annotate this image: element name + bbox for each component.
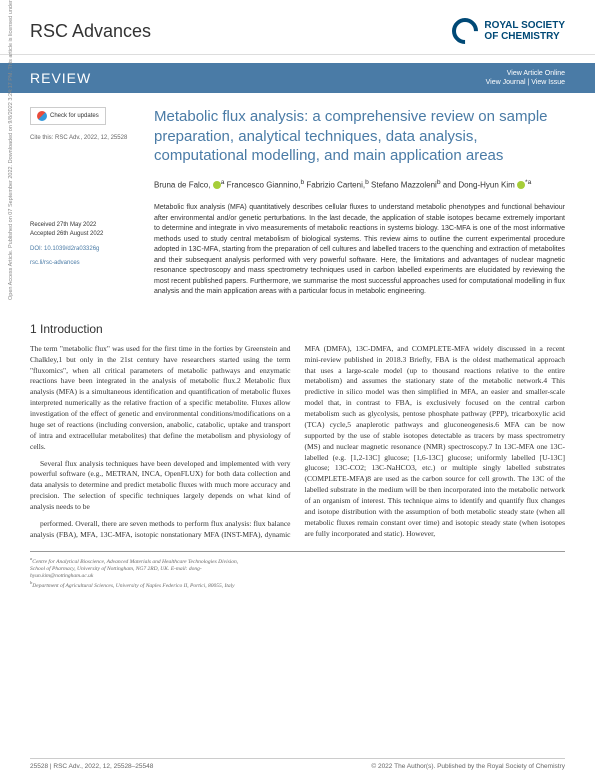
accepted-date: Accepted 26th August 2022: [30, 230, 140, 238]
affiliation-footnotes: aCentre for Analytical Bioscience, Advan…: [0, 556, 280, 590]
page-citation-left: 25528 | RSC Adv., 2022, 12, 25528–25548: [30, 763, 153, 770]
citation-text: Cite this: RSC Adv., 2022, 12, 25528: [30, 135, 140, 141]
copyright-right: © 2022 The Author(s). Published by the R…: [371, 763, 565, 770]
check-updates-button[interactable]: Check for updates: [30, 107, 106, 125]
journal-name: RSC Advances: [30, 21, 151, 42]
rsc-logo-icon: [447, 13, 484, 50]
review-banner: REVIEW View Article Online View Journal …: [0, 63, 595, 93]
article-type-label: REVIEW: [30, 70, 91, 86]
intro-para-1: The term "metabolic flux" was used for t…: [30, 344, 291, 453]
affiliation-b: bDepartment of Agricultural Sciences, Un…: [30, 580, 250, 590]
abstract-text: Metabolic flux analysis (MFA) quantitati…: [154, 203, 565, 298]
authors-list: Bruna de Falco, a Francesco Giannino,b F…: [154, 178, 565, 192]
two-column-body: The term "metabolic flux" was used for t…: [30, 344, 565, 543]
orcid-icon[interactable]: [213, 181, 221, 189]
rsc-short-link[interactable]: rsc.li/rsc-advances: [30, 260, 140, 266]
body-text-area: 1 Introduction The term "metabolic flux"…: [0, 322, 595, 543]
publisher-logo: ROYAL SOCIETY OF CHEMISTRY: [452, 18, 565, 44]
check-updates-label: Check for updates: [50, 113, 99, 119]
article-body: Metabolic flux analysis: a comprehensive…: [154, 107, 565, 312]
publisher-name: ROYAL SOCIETY OF CHEMISTRY: [484, 20, 565, 42]
affiliation-a: aCentre for Analytical Bioscience, Advan…: [30, 556, 250, 580]
section-heading-intro: 1 Introduction: [30, 322, 565, 336]
main-content: Check for updates Cite this: RSC Adv., 2…: [0, 93, 595, 312]
page-footer: 25528 | RSC Adv., 2022, 12, 25528–25548 …: [30, 758, 565, 770]
crossmark-icon: [37, 111, 47, 121]
article-title: Metabolic flux analysis: a comprehensive…: [154, 107, 565, 166]
footnote-separator: [30, 551, 565, 552]
view-journal-issue-link[interactable]: View Journal | View Issue: [486, 78, 565, 87]
intro-para-2: Several flux analysis techniques have be…: [30, 459, 291, 513]
view-article-online-link[interactable]: View Article Online: [486, 69, 565, 78]
left-sidebar: Check for updates Cite this: RSC Adv., 2…: [30, 107, 140, 312]
received-date: Received 27th May 2022: [30, 221, 140, 229]
doi-link[interactable]: DOI: 10.1039/d2ra03326g: [30, 246, 140, 252]
view-links[interactable]: View Article Online View Journal | View …: [486, 69, 565, 87]
dates-block: Received 27th May 2022 Accepted 26th Aug…: [30, 221, 140, 238]
open-access-note: Open Access Article. Published on 07 Sep…: [8, 0, 14, 300]
page-header: RSC Advances ROYAL SOCIETY OF CHEMISTRY: [0, 0, 595, 55]
orcid-icon[interactable]: [517, 181, 525, 189]
